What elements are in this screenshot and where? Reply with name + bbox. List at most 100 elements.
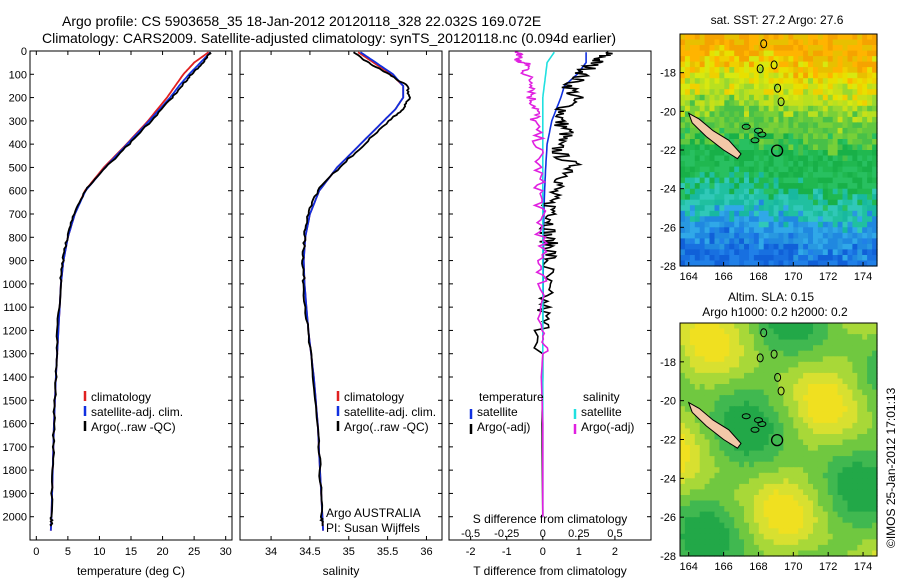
- map-cell: [684, 361, 691, 368]
- map-cell: [822, 544, 829, 551]
- map-cell: [852, 94, 858, 101]
- map-cell: [709, 339, 715, 346]
- map-cell: [857, 249, 863, 256]
- y-tick-label: 1100: [3, 302, 27, 314]
- map-cell: [852, 400, 858, 407]
- map-cell: [749, 539, 755, 546]
- map-cell: [734, 166, 740, 173]
- map-cell: [867, 522, 873, 529]
- map-cell: [862, 122, 868, 129]
- map-cell: [714, 238, 720, 245]
- map-cell: [852, 328, 858, 335]
- map-cell: [763, 372, 770, 379]
- map-cell: [689, 94, 696, 101]
- map-cell: [734, 339, 740, 346]
- map-cell: [714, 489, 720, 496]
- map-cell: [729, 456, 735, 463]
- map-cell: [699, 210, 706, 217]
- map-cell: [872, 550, 878, 557]
- map-cell: [694, 50, 701, 57]
- map-cell: [837, 243, 844, 250]
- map-cell: [699, 255, 706, 262]
- map-cell: [822, 500, 829, 507]
- map-cell: [867, 350, 873, 357]
- map-cell: [872, 539, 878, 546]
- map-cell: [763, 539, 770, 546]
- map-cell: [847, 260, 853, 267]
- map-cell: [857, 243, 863, 250]
- map-cell: [758, 384, 765, 391]
- map-cell: [837, 434, 844, 441]
- map-cell: [793, 150, 799, 157]
- map-cell: [778, 89, 784, 96]
- map-cell: [729, 111, 735, 118]
- map-cell: [699, 139, 706, 146]
- map-cell: [734, 67, 740, 74]
- map-cell: [862, 400, 868, 407]
- map-cell: [704, 461, 711, 468]
- map-cell: [734, 45, 740, 52]
- map-cell: [813, 500, 819, 507]
- map-cell: [827, 216, 834, 223]
- map-cell: [684, 221, 691, 228]
- map-cell: [847, 434, 853, 441]
- map-cell: [872, 89, 878, 96]
- map-cell: [788, 177, 794, 184]
- map-cell: [684, 144, 691, 151]
- map-cell: [753, 539, 760, 546]
- map-cell: [689, 345, 696, 352]
- map-cell: [857, 489, 863, 496]
- map-cell: [744, 122, 750, 129]
- map-cell: [783, 105, 789, 112]
- map-cell: [773, 122, 780, 129]
- map-cell: [684, 422, 691, 429]
- map-cell: [758, 489, 765, 496]
- map-cell: [867, 339, 873, 346]
- map-cell: [753, 232, 760, 239]
- map-cell: [847, 372, 853, 379]
- map-cell: [778, 517, 784, 524]
- map-cell: [699, 260, 706, 267]
- map-cell: [773, 411, 780, 418]
- map-cell: [734, 221, 740, 228]
- map-cell: [788, 367, 794, 374]
- map-cell: [684, 517, 691, 524]
- map-cell: [832, 188, 839, 195]
- map-cell: [739, 89, 745, 96]
- map-cell: [734, 56, 740, 63]
- map-y-tick-label: -26: [660, 222, 676, 234]
- map-cell: [768, 210, 775, 217]
- map-cell: [694, 384, 701, 391]
- series-line-temperature-argo-adj-: [533, 51, 613, 517]
- map-cell: [832, 384, 839, 391]
- map-cell: [832, 339, 839, 346]
- map-cell: [744, 39, 750, 46]
- map-cell: [817, 61, 824, 68]
- map-cell: [832, 260, 839, 267]
- map-cell: [837, 533, 844, 540]
- map-cell: [817, 350, 824, 357]
- map-cell: [793, 50, 799, 57]
- map-cell: [842, 539, 848, 546]
- map-cell: [753, 111, 760, 118]
- map-cell: [734, 345, 740, 352]
- map-cell: [724, 356, 730, 363]
- map-cell: [719, 83, 725, 90]
- map-cell: [680, 450, 686, 457]
- map-cell: [808, 122, 814, 129]
- map-cell: [793, 478, 799, 485]
- map-cell: [763, 232, 770, 239]
- map-cell: [704, 50, 711, 57]
- map-cell: [719, 439, 725, 446]
- map-cell: [763, 323, 770, 330]
- map-cell: [837, 144, 844, 151]
- map-cell: [768, 522, 775, 529]
- map-cell: [827, 428, 834, 435]
- map-cell: [763, 517, 770, 524]
- map-cell: [793, 367, 799, 374]
- map-cell: [788, 434, 794, 441]
- map-cell: [867, 389, 873, 396]
- map-cell: [734, 227, 740, 234]
- map-cell: [680, 483, 686, 490]
